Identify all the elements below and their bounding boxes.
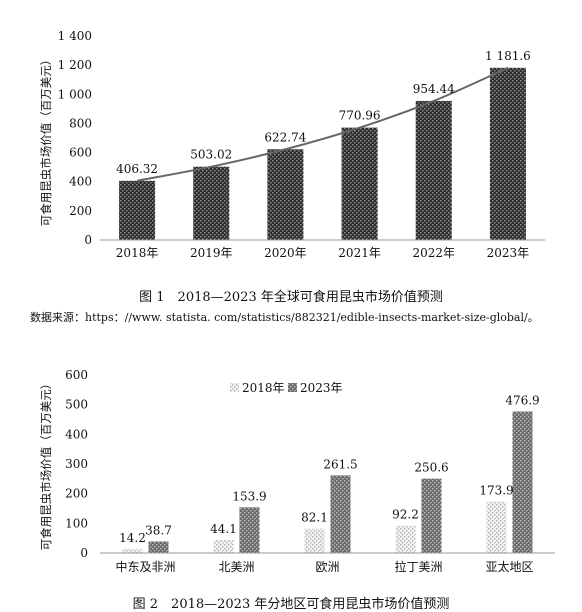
chart-1-bar xyxy=(267,149,304,240)
chart-1-bars xyxy=(119,67,526,240)
chart-2-y-tick-label: 400 xyxy=(65,427,88,441)
chart-2-bar xyxy=(304,528,325,553)
chart-1-data-label: 622.74 xyxy=(264,130,306,144)
chart-2-bar xyxy=(486,501,507,553)
chart-1-data-label: 503.02 xyxy=(190,148,232,162)
chart-2-y-axis-label: 可食用昆虫市场价值（百万美元） xyxy=(39,378,53,551)
chart-2-category-label: 欧洲 xyxy=(315,560,339,574)
chart-1-bar xyxy=(415,100,452,240)
chart-2-bar xyxy=(395,525,416,553)
chart-2-category-label: 拉丁美洲 xyxy=(394,559,442,574)
chart-1-data-labels: 406.32 503.02 622.74 770.96 954.44 1 181.6 xyxy=(116,49,531,176)
chart-1-y-tick-label: 400 xyxy=(69,175,92,189)
chart-2-data-label: 38.7 xyxy=(145,524,172,538)
chart-1-category-labels: 2018年 2019年 2020年 2021年 2022年 2023年 xyxy=(116,246,529,260)
chart-1-category-label: 2020年 xyxy=(264,246,307,260)
chart-2-bar xyxy=(512,411,533,553)
chart-1-y-tick-label: 1 000 xyxy=(58,87,92,101)
chart-1-y-tick-label: 1 400 xyxy=(58,29,92,43)
chart-2-y-ticks: 0 100 200 300 400 500 600 xyxy=(65,368,88,560)
chart-1-data-label: 406.32 xyxy=(116,162,158,176)
chart-2-data-label: 476.9 xyxy=(505,394,539,408)
chart-1-data-label: 1 181.6 xyxy=(485,49,531,63)
chart-2-y-tick-label: 500 xyxy=(65,398,88,412)
chart-2-data-label: 250.6 xyxy=(414,461,448,475)
chart-2-legend-label: 2023年 xyxy=(300,381,343,395)
chart-2-legend-swatch xyxy=(288,383,297,392)
chart-2-data-label: 92.2 xyxy=(392,508,419,522)
chart-1-y-tick-label: 600 xyxy=(69,146,92,160)
chart-2-data-label: 153.9 xyxy=(232,489,266,503)
chart-2-bar xyxy=(421,478,442,553)
chart-1-category-label: 2023年 xyxy=(487,246,530,260)
chart-2-bar xyxy=(213,539,234,553)
chart-2-legend: 2018年 2023年 xyxy=(230,381,343,395)
source-note: 数据来源：https：//www. statista. com/statisti… xyxy=(30,311,539,324)
chart-2-category-label: 中东及非洲 xyxy=(115,559,175,574)
chart-1-bar xyxy=(341,127,378,240)
figure-1-caption: 图 1 2018—2023 年全球可食用昆虫市场价值预测 xyxy=(139,290,443,305)
chart-2-data-label: 173.9 xyxy=(479,483,513,497)
chart-2-data-labels: 14.238.7 44.1 153.9 82.1 261.5 92.2 250.6 173.9… xyxy=(119,394,540,545)
chart-2-y-tick-label: 600 xyxy=(65,368,88,382)
chart-1-y-ticks: 0 200 400 600 800 1 000 1 200 1 400 xyxy=(58,29,92,247)
chart-1-y-tick-label: 800 xyxy=(69,116,92,130)
chart-2-data-label: 82.1 xyxy=(301,511,328,525)
chart-2-bar xyxy=(148,541,169,553)
chart-1-global-market: 可食用昆虫市场价值（百万美元） 0 200 400 600 800 1 000 1 200 1… xyxy=(39,29,545,260)
chart-2-category-labels: 中东及非洲 北美洲 欧洲 拉丁美洲 亚太地区 xyxy=(115,559,533,574)
chart-1-data-label: 770.96 xyxy=(339,109,381,123)
chart-1-category-label: 2019年 xyxy=(190,246,233,260)
chart-1-category-label: 2018年 xyxy=(116,246,159,260)
chart-2-data-label: 44.1 xyxy=(210,522,237,536)
chart-2-y-tick-label: 100 xyxy=(65,516,88,530)
chart-1-y-tick-label: 1 200 xyxy=(58,58,92,72)
chart-2-bar xyxy=(330,475,351,553)
chart-1-bar xyxy=(193,166,230,240)
chart-2-category-label: 北美洲 xyxy=(218,560,254,574)
chart-2-legend-swatch xyxy=(230,383,239,392)
chart-2-category-label: 亚太地区 xyxy=(485,559,533,574)
chart-1-y-tick-label: 200 xyxy=(69,204,92,218)
chart-1-category-label: 2021年 xyxy=(338,246,381,260)
chart-1-y-tick-label: 0 xyxy=(84,233,92,247)
chart-2-y-tick-label: 300 xyxy=(65,457,88,471)
chart-1-y-axis-label: 可食用昆虫市场价值（百万美元） xyxy=(39,54,53,227)
chart-2-data-label: 14.2 xyxy=(119,531,146,545)
chart-1-data-label: 954.44 xyxy=(413,82,455,96)
chart-1-bar xyxy=(119,180,156,240)
chart-2-legend-label: 2018年 xyxy=(242,381,285,395)
chart-2-y-tick-label: 200 xyxy=(65,487,88,501)
chart-2-regional-market: 可食用昆虫市场价值（百万美元） 2018年 2023年 0 100 200 300 400… xyxy=(39,368,555,574)
chart-2-bar xyxy=(122,548,143,553)
chart-1-trendline xyxy=(136,66,509,182)
chart-1-category-label: 2022年 xyxy=(412,246,455,260)
chart-2-data-label: 261.5 xyxy=(323,457,357,471)
chart-2-bars xyxy=(122,411,533,553)
figure-2-caption: 图 2 2018—2023 年分地区可食用昆虫市场价值预测 xyxy=(132,597,450,612)
chart-2-y-tick-label: 0 xyxy=(80,546,88,560)
chart-2-bar xyxy=(239,507,260,553)
chart-1-bar xyxy=(489,67,526,240)
